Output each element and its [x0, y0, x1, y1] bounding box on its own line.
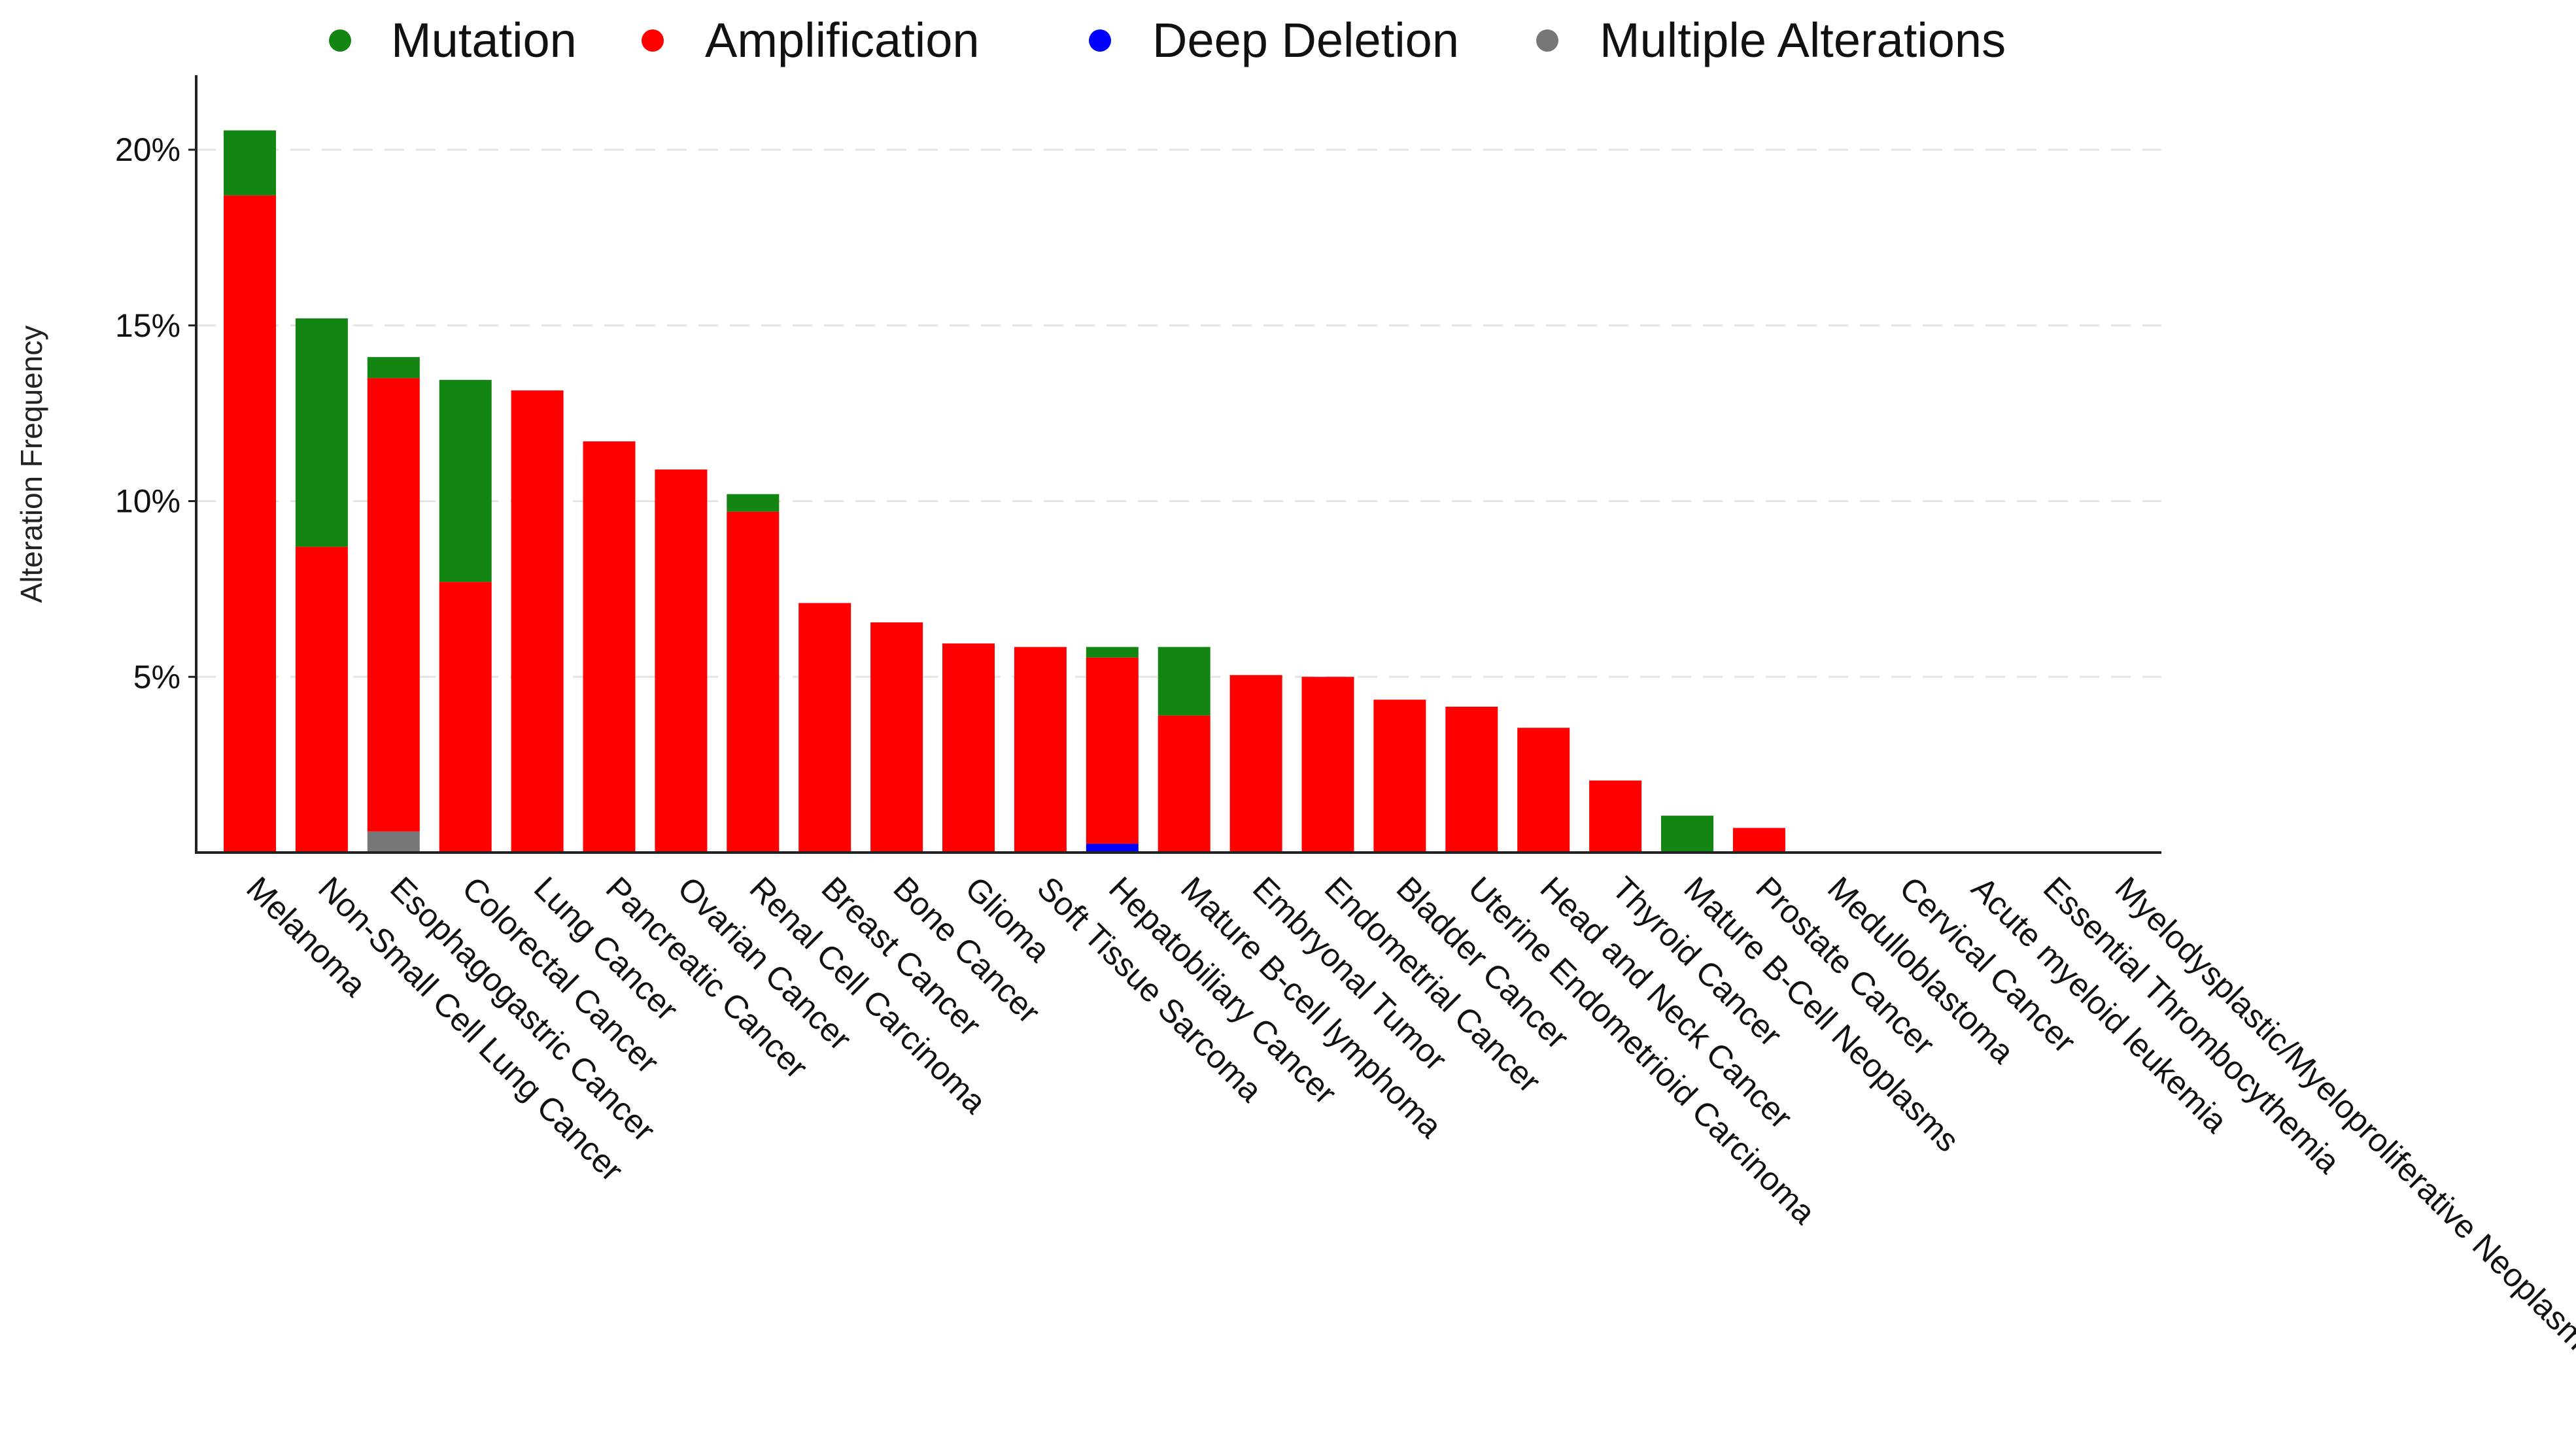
legend-label-deep-deletion: Deep Deletion	[1152, 13, 1459, 67]
bar-amplification-bone-cancer	[870, 622, 923, 853]
bar-amplification-mature-b-cell-lymphoma	[1158, 715, 1211, 853]
bar-amplification-head-and-neck-cancer	[1517, 728, 1570, 853]
bar-amplification-esophagogastric-cancer	[367, 378, 420, 832]
axes	[195, 75, 2161, 854]
bar-mutation-non-small-cell-lung-cancer	[295, 318, 348, 547]
bar-amplification-uterine-endometrioid-carcinoma	[1445, 706, 1498, 853]
bars	[224, 130, 1785, 853]
bar-mutation-hepatobiliary-cancer	[1086, 647, 1139, 658]
bar-amplification-lung-cancer	[511, 390, 564, 853]
y-tick-label: 10%	[115, 483, 180, 520]
legend-marker-deep-deletion	[1089, 29, 1111, 52]
bar-amplification-melanoma	[224, 195, 276, 853]
bar-amplification-soft-tissue-sarcoma	[1014, 647, 1067, 853]
bar-amplification-colorectal-cancer	[439, 582, 492, 853]
bar-amplification-glioma	[942, 643, 995, 853]
bar-mutation-melanoma	[224, 130, 276, 195]
bar-amplification-breast-cancer	[799, 603, 851, 853]
bar-amplification-non-small-cell-lung-cancer	[295, 547, 348, 853]
y-tick-label: 20%	[115, 131, 180, 168]
x-category-label: Essential Thrombocythemia	[2036, 870, 2347, 1180]
bar-mutation-renal-cell-carcinoma	[727, 494, 780, 512]
legend-label-mutation: Mutation	[391, 13, 577, 67]
y-axis-title: Alteration Frequency	[14, 326, 48, 603]
legend: Mutation Amplification Deep Deletion Mul…	[329, 13, 2006, 67]
legend-marker-multiple-alterations	[1536, 29, 1558, 52]
legend-label-amplification: Amplification	[705, 13, 980, 67]
bar-deep-deletion-hepatobiliary-cancer	[1086, 843, 1139, 853]
bar-amplification-pancreatic-cancer	[583, 441, 636, 853]
bar-amplification-hepatobiliary-cancer	[1086, 657, 1139, 844]
bar-amplification-prostate-cancer	[1732, 828, 1785, 853]
bar-amplification-embryonal-tumor	[1229, 675, 1282, 853]
y-tick-label: 5%	[133, 658, 180, 695]
bar-amplification-renal-cell-carcinoma	[727, 511, 780, 853]
bar-mutation-mature-b-cell-lymphoma	[1158, 647, 1211, 716]
y-tick-label: 15%	[115, 307, 180, 344]
y-ticks: 5% 10% 15% 20%	[115, 131, 196, 695]
legend-label-multiple-alterations: Multiple Alterations	[1600, 13, 2006, 67]
legend-marker-mutation	[329, 29, 351, 52]
bar-amplification-endometrial-cancer	[1301, 677, 1354, 853]
bar-amplification-thyroid-cancer	[1589, 780, 1642, 853]
bar-amplification-bladder-cancer	[1373, 700, 1426, 853]
bar-mutation-esophagogastric-cancer	[367, 357, 420, 379]
bar-mutation-colorectal-cancer	[439, 380, 492, 583]
bar-mutation-mature-b-cell-neoplasms	[1661, 815, 1713, 853]
bar-amplification-ovarian-cancer	[655, 469, 708, 853]
x-category-label: Myelodysplastic/Myeloproliferative Neopl…	[2108, 870, 2576, 1368]
bar-multiple-alterations-esophagogastric-cancer	[367, 831, 420, 853]
legend-marker-amplification	[642, 29, 664, 52]
